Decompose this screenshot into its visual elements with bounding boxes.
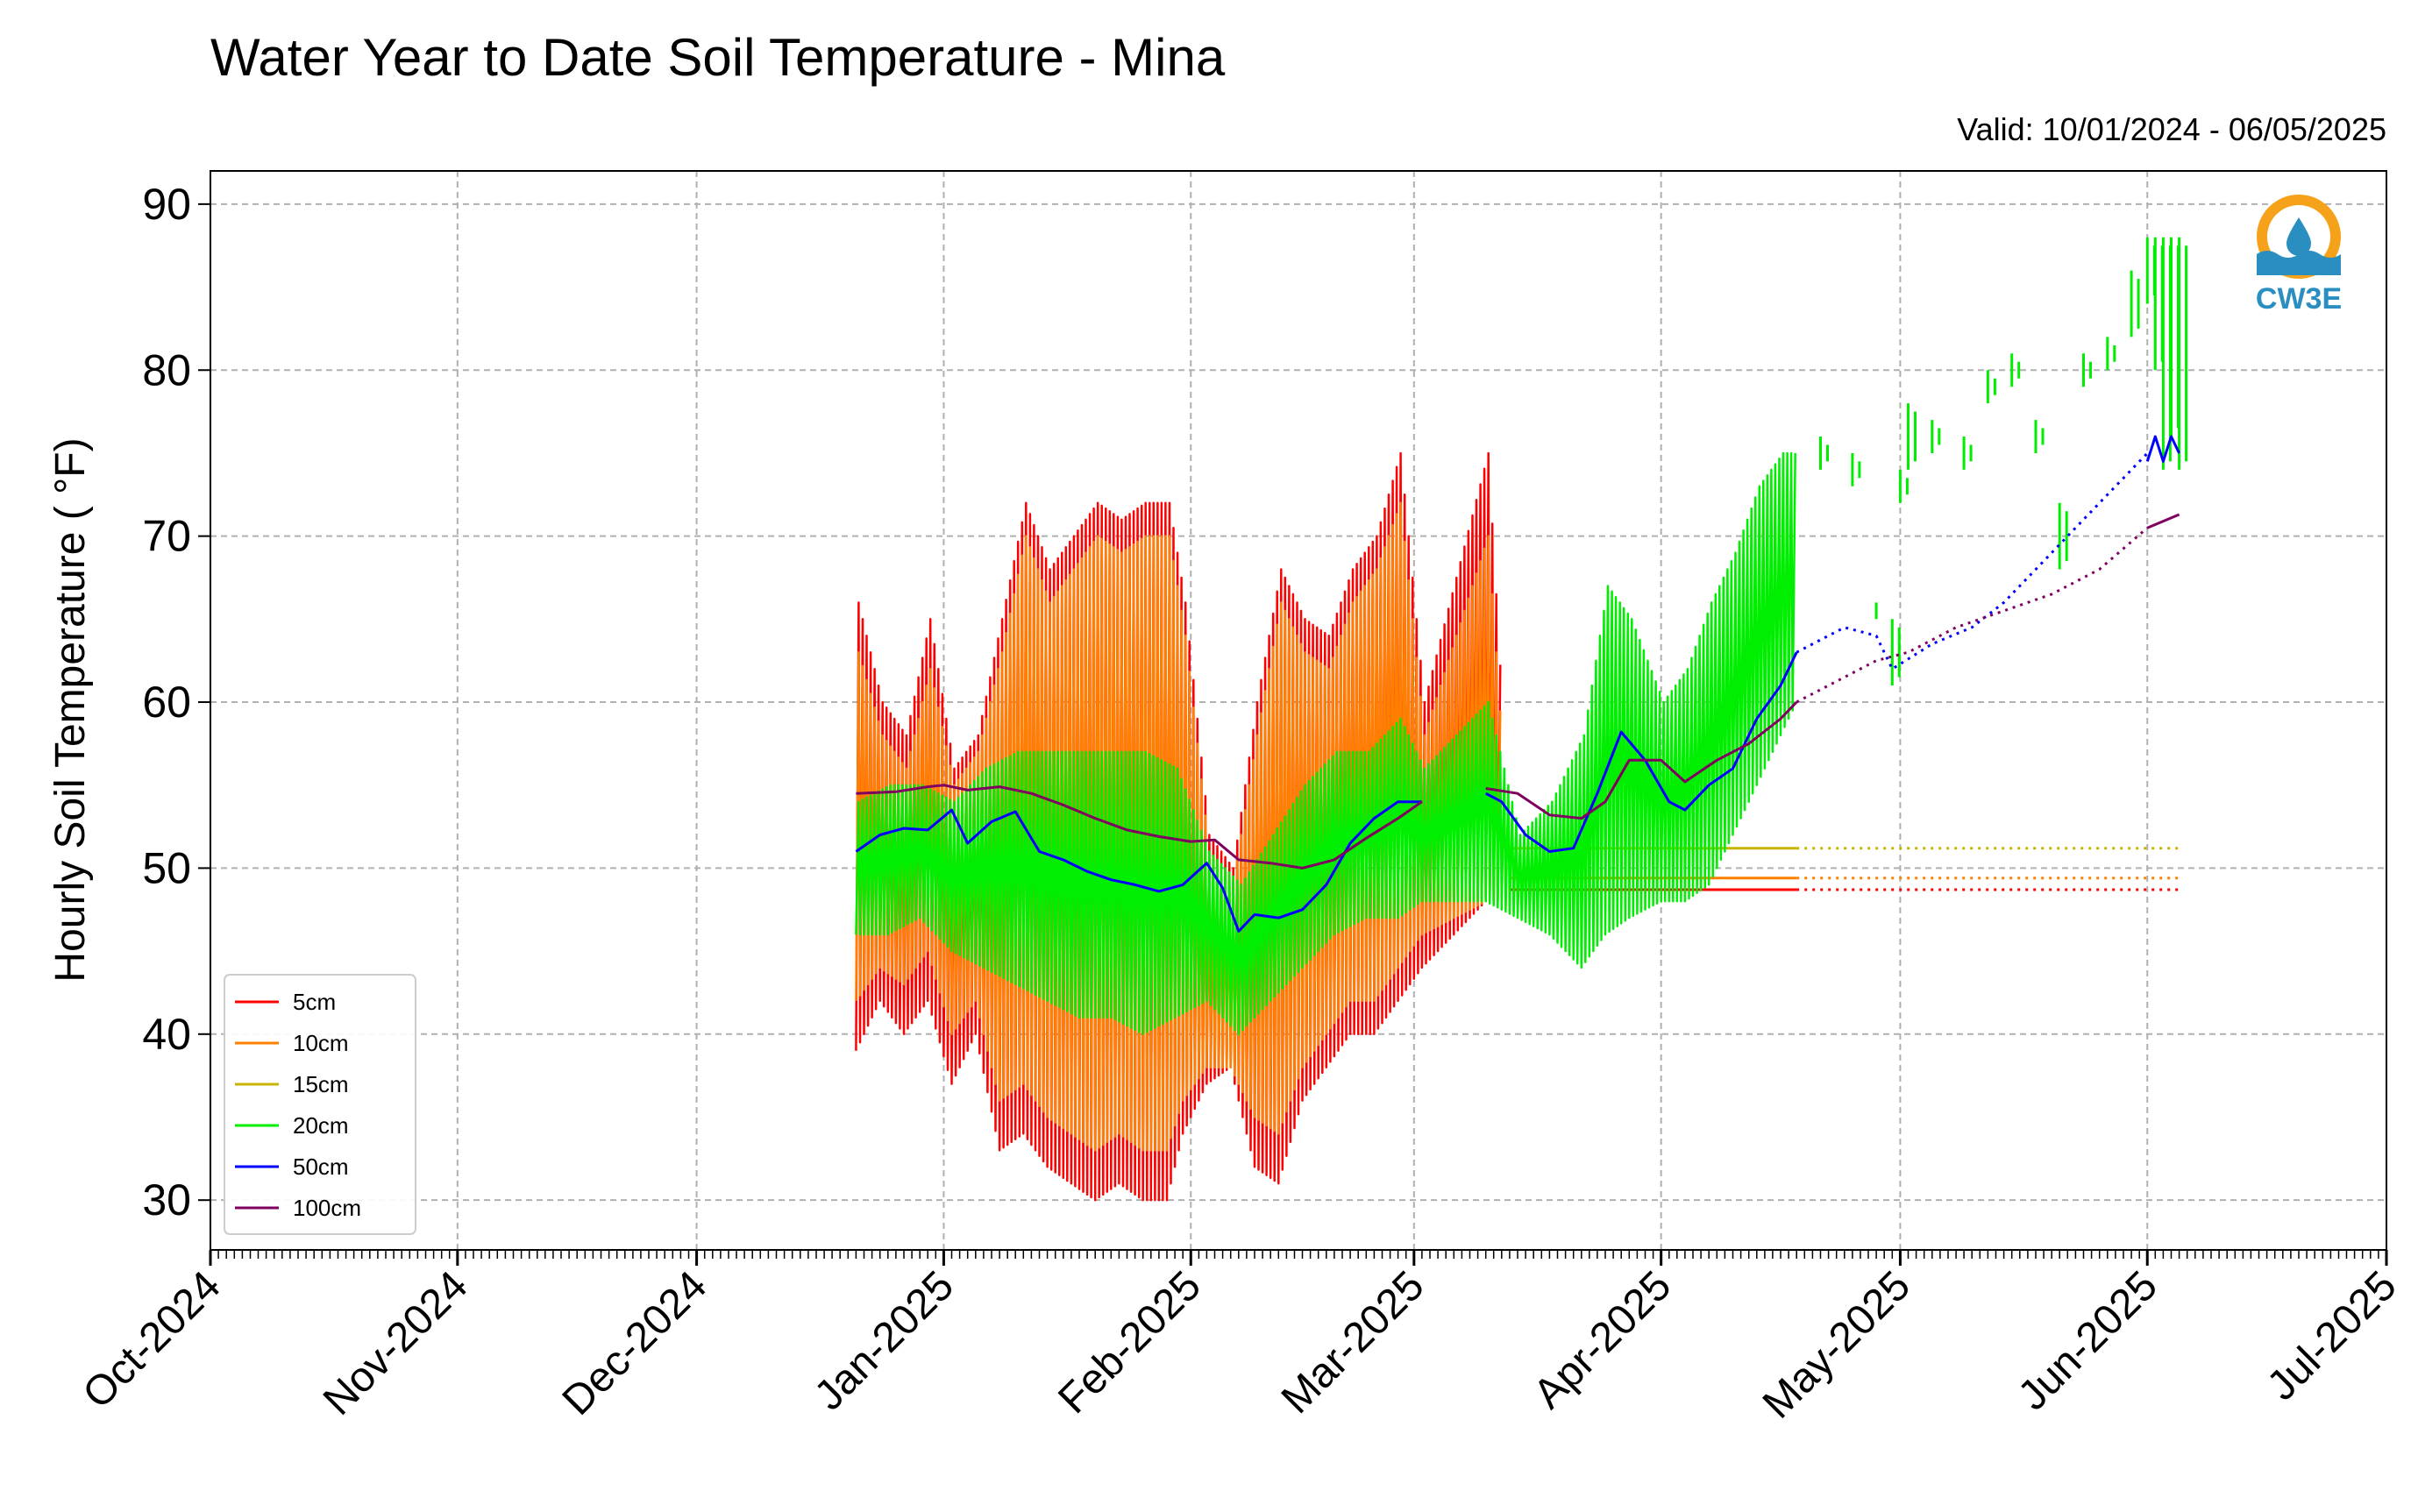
x-tick-label: Jan-2025 xyxy=(806,1262,963,1419)
logo-water-drop-icon xyxy=(2286,217,2311,256)
x-axis-ticks: Oct-2024 Nov-2024 Dec-2024 Jan-2025 Feb-2025… xyxy=(75,1250,2406,1428)
x-tick-label: Mar-2025 xyxy=(1273,1262,1433,1423)
legend: 5cm 10cm 15cm 20cm 50cm 100cm xyxy=(224,974,416,1235)
y-tick-label: 40 xyxy=(142,1010,191,1059)
legend-label-15cm: 15cm xyxy=(293,1071,349,1097)
legend-label-50cm: 50cm xyxy=(293,1154,349,1180)
x-tick-label: Dec-2024 xyxy=(554,1262,716,1424)
logo-waves-icon xyxy=(2257,251,2341,275)
series-100cm-line xyxy=(2146,513,2180,529)
y-tick-label: 50 xyxy=(142,843,191,892)
series-50cm-line xyxy=(855,800,1422,933)
legend-box xyxy=(224,974,416,1235)
legend-label-100cm: 100cm xyxy=(293,1195,361,1221)
x-tick-label: Nov-2024 xyxy=(315,1262,477,1424)
x-minor-ticks xyxy=(210,1250,2387,1259)
x-tick-label: Feb-2025 xyxy=(1049,1262,1210,1423)
x-tick-label: Apr-2025 xyxy=(1525,1262,1680,1417)
y-tick-label: 30 xyxy=(142,1175,191,1225)
legend-label-5cm: 5cm xyxy=(293,989,336,1015)
series-20cm-sparse-marks xyxy=(1819,237,2188,686)
x-tick-label: May-2025 xyxy=(1754,1262,1919,1427)
y-tick-label: 60 xyxy=(142,678,191,727)
y-axis-label: Hourly Soil Temperature ( °F) xyxy=(47,437,94,982)
series-100cm-line xyxy=(856,784,1423,870)
series-20cm-diurnal-trace xyxy=(855,451,1796,1036)
y-tick-label: 80 xyxy=(142,345,191,394)
series-100cm-line xyxy=(1485,700,1798,820)
cw3e-logo: CW3E xyxy=(2256,195,2342,316)
x-tick-label: Jul-2025 xyxy=(2258,1262,2406,1409)
x-tick-label: Jun-2025 xyxy=(2009,1262,2166,1419)
plot-frame xyxy=(210,170,2387,1251)
legend-label-20cm: 20cm xyxy=(293,1112,349,1139)
y-tick-label: 90 xyxy=(142,180,191,229)
x-tick-label: Oct-2024 xyxy=(75,1262,230,1417)
series-100cm-dotted-line xyxy=(1796,527,2149,704)
series-100cm xyxy=(856,513,2180,870)
plot-area: Oct-2024 Nov-2024 Dec-2024 Jan-2025 Feb-2025… xyxy=(75,170,2406,1428)
y-tick-label: 70 xyxy=(142,512,191,561)
valid-range-label: Valid: 10/01/2024 - 06/05/2025 xyxy=(1957,111,2386,147)
chart-title: Water Year to Date Soil Temperature - Mi… xyxy=(210,28,1226,87)
legend-label-10cm: 10cm xyxy=(293,1030,349,1056)
series-20cm xyxy=(855,237,2188,1036)
y-axis-ticks: 30 40 50 60 70 80 90 xyxy=(142,180,210,1225)
logo-text: CW3E xyxy=(2256,282,2342,316)
series-50cm-line xyxy=(2145,435,2180,463)
x-minor-tick-marks xyxy=(210,1250,2387,1259)
series-layer xyxy=(855,237,2188,1202)
series-50cm-dotted-line xyxy=(1796,451,2149,671)
